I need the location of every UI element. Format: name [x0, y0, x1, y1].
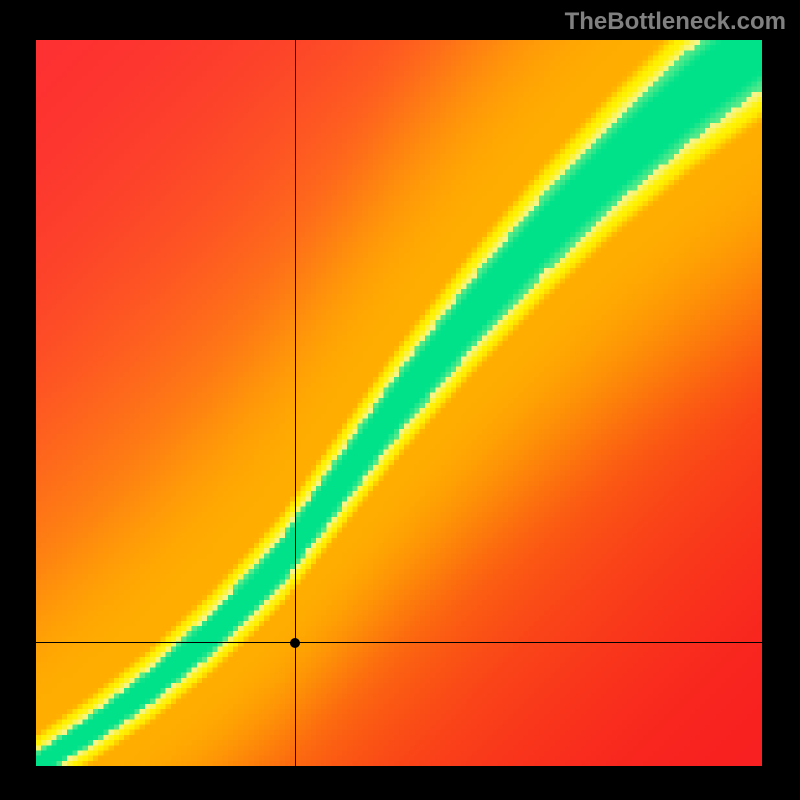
- crosshair-vertical-line: [295, 40, 296, 766]
- heatmap-plot: [36, 40, 762, 766]
- heatmap-canvas: [36, 40, 762, 766]
- crosshair-horizontal-line: [36, 642, 762, 643]
- crosshair-marker-dot: [290, 638, 300, 648]
- watermark-text: TheBottleneck.com: [565, 8, 786, 36]
- root-container: TheBottleneck.com: [0, 0, 800, 800]
